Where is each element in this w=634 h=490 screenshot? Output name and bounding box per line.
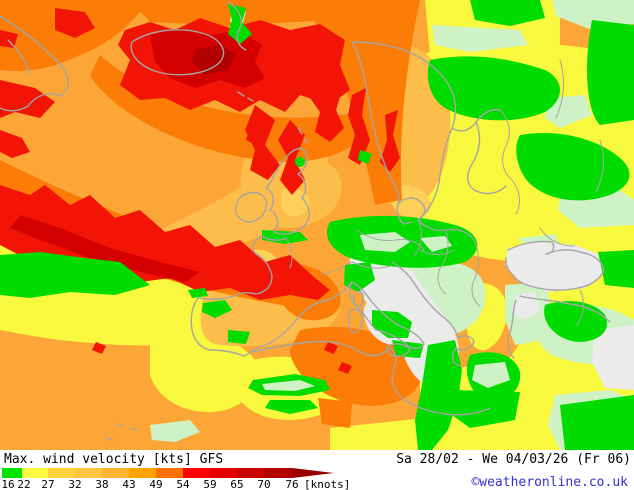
weather-map-svg (0, 0, 634, 450)
colorbar-segment (48, 468, 75, 478)
colorbar-segment (264, 468, 292, 478)
colorbar-tick: 54 (176, 478, 190, 490)
colorbar-tick: 32 (68, 478, 82, 490)
colorbar-tick: 59 (203, 478, 217, 490)
colorbar-tick: 65 (230, 478, 244, 490)
forecast-period: Sa 28/02 - We 04/03/26 (Fr 06) (396, 452, 631, 467)
wind-region-darkest-red (192, 45, 235, 75)
wind-region-green (0, 0, 634, 450)
colorbar-tick: 27 (41, 478, 55, 490)
wind-region-pale-green-accent (262, 232, 510, 391)
attribution-link[interactable]: ©weatheronline.co.uk (471, 475, 628, 490)
colorbar-segment (102, 468, 129, 478)
colorbar-segment (75, 468, 102, 478)
legend-footer: Max. wind velocity [kts] GFS Sa 28/02 - … (0, 450, 634, 490)
map-title: Max. wind velocity [kts] GFS (4, 452, 224, 467)
colorbar-segment (210, 468, 237, 478)
colorbar-segment (129, 468, 156, 478)
colorbar-arrow (292, 468, 334, 478)
colorbar-tick: 70 (257, 478, 271, 490)
colorbar-segment (156, 468, 183, 478)
colorbar-tick: 76 (285, 478, 299, 490)
colorbar-segment (237, 468, 264, 478)
wind-velocity-map (0, 0, 634, 450)
colorbar-tick: 43 (122, 478, 136, 490)
colorbar-tick: 49 (149, 478, 163, 490)
colorbar-tick: 22 (17, 478, 31, 490)
colorbar-segment (22, 468, 48, 478)
colorbar-unit-label: [knots] (304, 478, 351, 490)
country-borders (285, 59, 604, 327)
colorbar-tick: 16 (1, 478, 15, 490)
coastlines (0, 1, 611, 441)
colorbar-segment (183, 468, 210, 478)
colorbar-tick: 38 (95, 478, 109, 490)
colorbar-segment (2, 468, 22, 478)
